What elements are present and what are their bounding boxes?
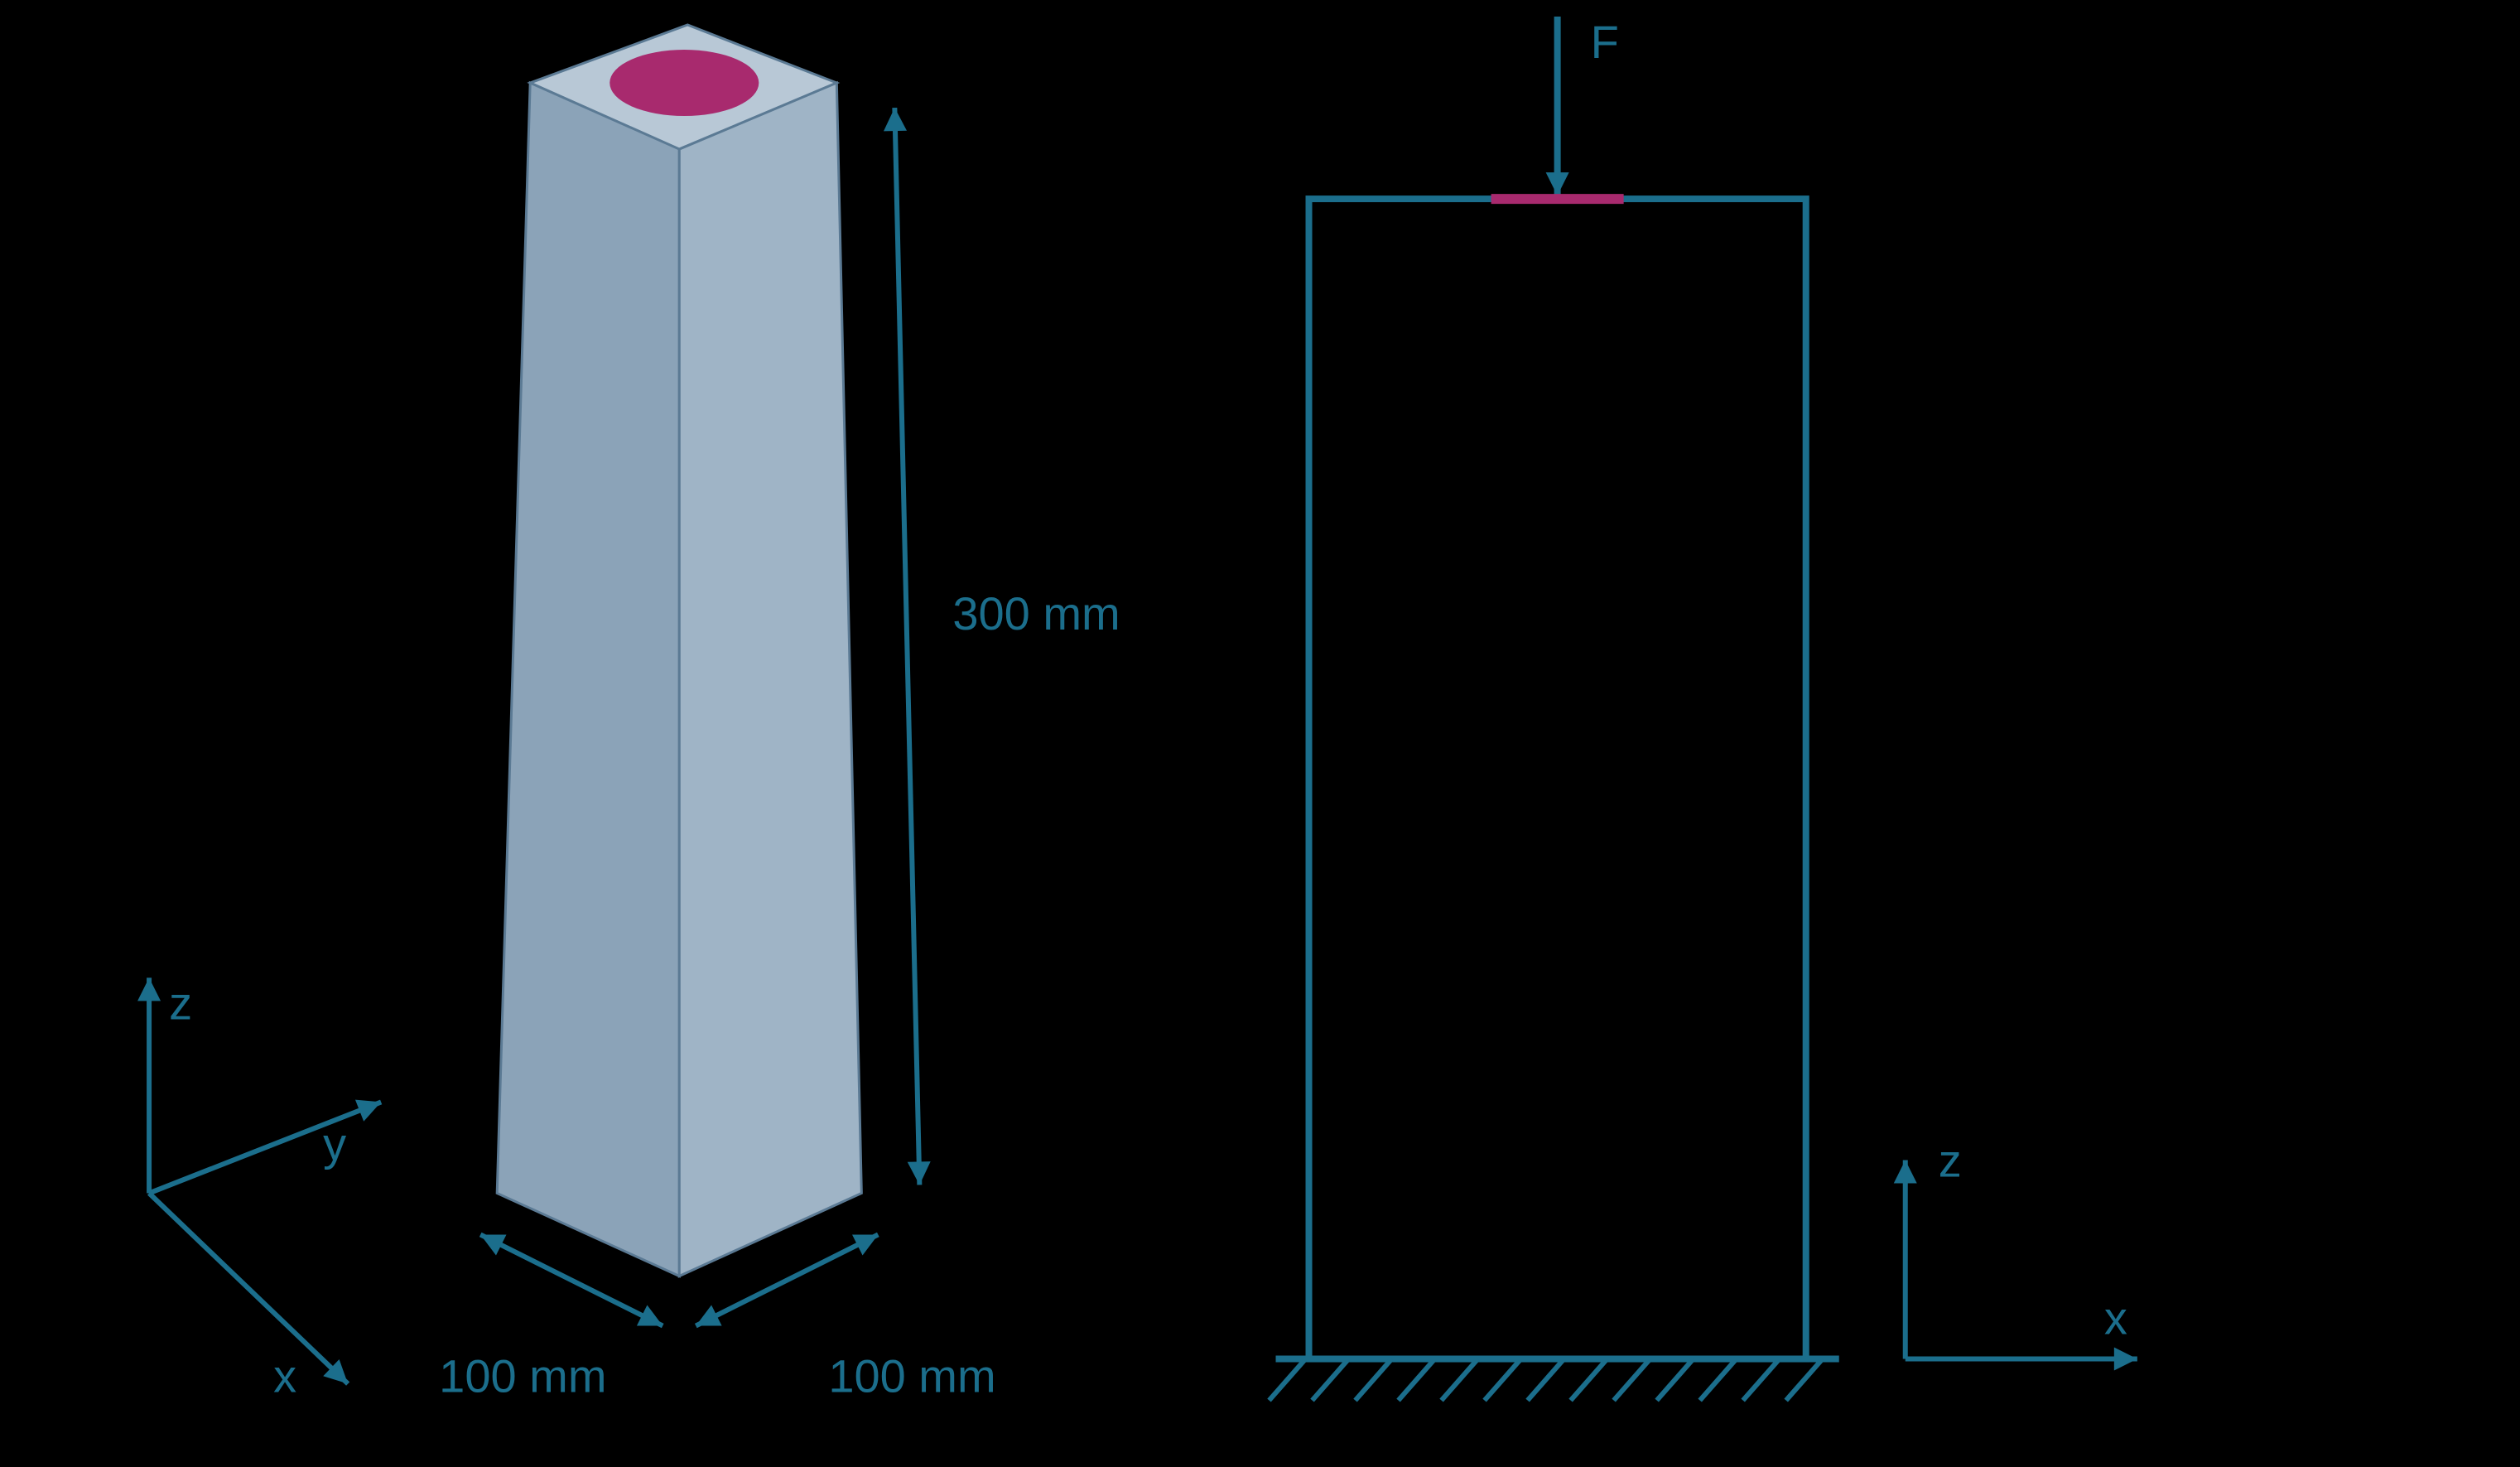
column-outline bbox=[1309, 199, 1806, 1358]
ground-hatch bbox=[1786, 1359, 1823, 1401]
ground-hatch bbox=[1313, 1359, 1349, 1401]
ground-hatch bbox=[1571, 1359, 1607, 1401]
ground-hatch bbox=[1700, 1359, 1737, 1401]
ground-hatch bbox=[1743, 1359, 1780, 1401]
axis2-x-label: x bbox=[2104, 1292, 2127, 1344]
prism-right-face bbox=[679, 83, 861, 1276]
prism-3d bbox=[497, 25, 861, 1276]
ground-hatch bbox=[1528, 1359, 1564, 1401]
dim-right-label: 100 mm bbox=[828, 1350, 995, 1402]
ground-hatch bbox=[1657, 1359, 1694, 1401]
ground-hatch bbox=[1442, 1359, 1478, 1401]
dim-left-label: 100 mm bbox=[439, 1350, 606, 1402]
ground-hatch bbox=[1270, 1359, 1306, 1401]
prism-left-face bbox=[497, 83, 679, 1276]
ground-hatch bbox=[1485, 1359, 1521, 1401]
schematic-2d: Fx z bbox=[1270, 16, 2137, 1401]
load-disc bbox=[610, 50, 759, 116]
coord-axes-3d: z y x bbox=[137, 977, 381, 1402]
axis2-z-label: z bbox=[1939, 1134, 1962, 1186]
axis-x-label: x bbox=[273, 1350, 296, 1402]
axis-y-label: y bbox=[323, 1117, 346, 1170]
ground-hatch bbox=[1399, 1359, 1435, 1401]
ground-hatch bbox=[1614, 1359, 1650, 1401]
force-label: F bbox=[1591, 16, 1619, 68]
ground-hatch bbox=[1356, 1359, 1392, 1401]
dim-height-label: 300 mm bbox=[952, 587, 1120, 639]
axis-z-label: z bbox=[169, 977, 192, 1029]
